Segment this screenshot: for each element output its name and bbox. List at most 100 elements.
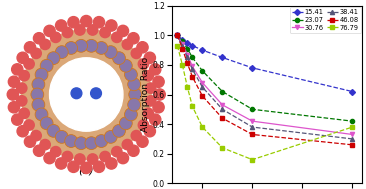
Circle shape: [104, 46, 117, 59]
46.08: [250, 133, 255, 136]
Circle shape: [87, 154, 98, 164]
Circle shape: [49, 58, 123, 131]
Circle shape: [55, 130, 68, 143]
Circle shape: [47, 124, 60, 137]
Circle shape: [113, 52, 126, 65]
Circle shape: [95, 42, 108, 54]
Legend: 15.41, 23.07, 30.76, 38.41, 46.08, 76.79: 15.41, 23.07, 30.76, 38.41, 46.08, 76.79: [290, 7, 361, 33]
15.41: [220, 56, 225, 59]
Circle shape: [143, 70, 153, 81]
Circle shape: [33, 33, 45, 44]
76.79: [250, 159, 255, 161]
23.07: [185, 47, 190, 50]
Circle shape: [137, 42, 148, 53]
Circle shape: [137, 136, 148, 147]
Circle shape: [75, 25, 85, 35]
Circle shape: [31, 88, 44, 101]
Circle shape: [35, 108, 48, 121]
Circle shape: [119, 117, 132, 130]
Circle shape: [131, 130, 142, 141]
76.79: [185, 86, 190, 88]
Circle shape: [40, 59, 53, 72]
Circle shape: [65, 42, 78, 54]
Circle shape: [100, 151, 110, 162]
46.08: [350, 144, 355, 146]
76.79: [175, 44, 180, 47]
Circle shape: [31, 48, 41, 59]
38.41: [220, 108, 225, 110]
Circle shape: [93, 161, 105, 172]
15.41: [200, 49, 205, 51]
Circle shape: [56, 20, 67, 31]
Line: 38.41: 38.41: [175, 33, 354, 141]
46.08: [220, 117, 225, 119]
Circle shape: [44, 25, 55, 36]
38.41: [350, 138, 355, 140]
Circle shape: [16, 83, 27, 93]
38.41: [175, 34, 180, 36]
Circle shape: [106, 20, 117, 31]
76.79: [220, 147, 225, 149]
Circle shape: [25, 42, 36, 53]
46.08: [190, 76, 195, 78]
76.79: [180, 64, 184, 66]
Circle shape: [75, 154, 85, 164]
Circle shape: [62, 151, 72, 162]
23.07: [350, 120, 355, 122]
Circle shape: [31, 130, 41, 141]
Circle shape: [24, 59, 34, 69]
38.41: [185, 56, 190, 59]
38.41: [180, 44, 184, 47]
Circle shape: [144, 125, 156, 137]
30.76: [250, 120, 255, 122]
30.76: [185, 53, 190, 56]
Circle shape: [81, 162, 92, 174]
Circle shape: [55, 46, 68, 59]
Circle shape: [112, 146, 122, 157]
Y-axis label: Absorption Ratio: Absorption Ratio: [141, 57, 150, 132]
46.08: [185, 62, 190, 65]
15.41: [185, 42, 190, 44]
Circle shape: [87, 25, 98, 35]
Circle shape: [143, 108, 153, 119]
Circle shape: [32, 98, 45, 111]
Circle shape: [17, 52, 28, 64]
Circle shape: [122, 139, 132, 150]
Circle shape: [8, 102, 19, 113]
Circle shape: [35, 68, 48, 81]
Line: 76.79: 76.79: [175, 43, 354, 162]
Circle shape: [85, 39, 98, 52]
Circle shape: [153, 102, 164, 113]
Circle shape: [32, 78, 45, 91]
Circle shape: [124, 108, 137, 121]
15.41: [350, 90, 355, 93]
Circle shape: [122, 39, 132, 50]
Circle shape: [112, 32, 122, 43]
Circle shape: [95, 135, 108, 147]
Circle shape: [138, 59, 149, 69]
23.07: [180, 40, 184, 42]
Circle shape: [113, 124, 126, 137]
Circle shape: [7, 89, 18, 100]
Line: 46.08: 46.08: [175, 33, 354, 147]
Circle shape: [44, 153, 55, 164]
Circle shape: [25, 136, 36, 147]
Line: 15.41: 15.41: [175, 33, 354, 94]
23.07: [250, 108, 255, 110]
23.07: [200, 70, 205, 72]
Circle shape: [146, 83, 156, 93]
Circle shape: [129, 88, 142, 101]
23.07: [220, 90, 225, 93]
30.76: [200, 81, 205, 84]
Circle shape: [17, 125, 28, 137]
Circle shape: [150, 64, 161, 75]
38.41: [190, 68, 195, 70]
Circle shape: [16, 96, 27, 106]
Circle shape: [154, 89, 165, 100]
Circle shape: [128, 33, 139, 44]
15.41: [190, 44, 195, 47]
Circle shape: [128, 78, 141, 91]
Circle shape: [106, 158, 117, 169]
15.41: [180, 39, 184, 41]
Circle shape: [71, 88, 82, 99]
